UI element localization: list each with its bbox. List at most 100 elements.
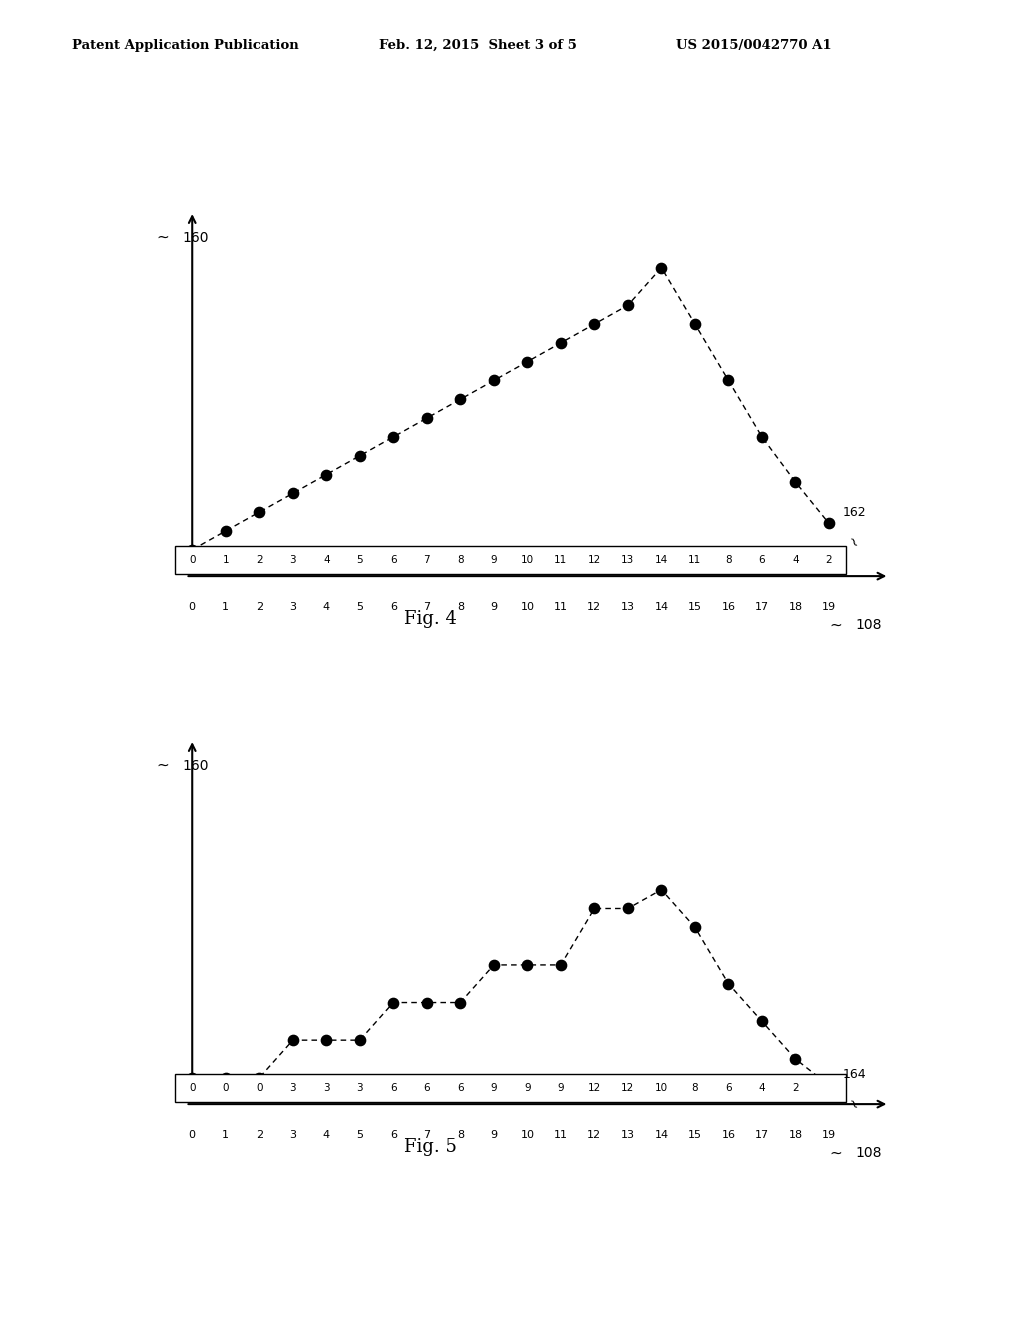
Point: [351, 1030, 368, 1051]
Text: Feb. 12, 2015  Sheet 3 of 5: Feb. 12, 2015 Sheet 3 of 5: [379, 38, 577, 51]
Point: [251, 502, 267, 523]
Point: [419, 408, 435, 429]
Text: 3: 3: [290, 1084, 296, 1093]
Text: ∼: ∼: [844, 533, 861, 550]
Text: 18: 18: [788, 1130, 803, 1140]
Point: [485, 954, 502, 975]
Point: [787, 471, 804, 492]
Point: [184, 1067, 201, 1088]
Text: 3: 3: [290, 556, 296, 565]
Text: 2: 2: [256, 1130, 263, 1140]
Text: ∼: ∼: [156, 758, 169, 774]
Point: [519, 954, 536, 975]
Text: ∼: ∼: [844, 1096, 861, 1113]
Text: 5: 5: [356, 556, 364, 565]
Text: 160: 160: [182, 759, 209, 772]
Text: 13: 13: [621, 1130, 635, 1140]
Bar: [175, 1074, 846, 1102]
Text: 16: 16: [722, 602, 735, 612]
Text: 6: 6: [424, 1084, 430, 1093]
Text: 6: 6: [759, 556, 765, 565]
Text: 6: 6: [390, 602, 397, 612]
Text: 14: 14: [654, 1130, 669, 1140]
Text: 164: 164: [843, 1068, 866, 1081]
Text: 162: 162: [843, 506, 866, 519]
Text: 12: 12: [588, 1130, 601, 1140]
Text: 0: 0: [222, 1084, 229, 1093]
Point: [217, 520, 233, 541]
Text: 6: 6: [390, 1130, 397, 1140]
Text: 2: 2: [256, 602, 263, 612]
Point: [184, 539, 201, 560]
Text: 10: 10: [520, 602, 535, 612]
Text: 2: 2: [256, 556, 262, 565]
Text: 1: 1: [222, 1130, 229, 1140]
Point: [553, 333, 569, 354]
Text: 7: 7: [424, 556, 430, 565]
Text: ∼: ∼: [829, 1146, 842, 1160]
Text: 17: 17: [755, 1130, 769, 1140]
Point: [687, 313, 703, 334]
Point: [519, 351, 536, 372]
Point: [285, 1030, 301, 1051]
Text: 8: 8: [725, 556, 732, 565]
Point: [351, 445, 368, 466]
Point: [318, 463, 335, 484]
Text: 108: 108: [856, 618, 883, 632]
Point: [385, 426, 401, 447]
Text: 14: 14: [654, 602, 669, 612]
Text: 10: 10: [520, 1130, 535, 1140]
Text: 15: 15: [688, 602, 701, 612]
Point: [453, 388, 469, 409]
Point: [687, 916, 703, 937]
Point: [285, 483, 301, 504]
Text: 8: 8: [691, 1084, 698, 1093]
Text: 11: 11: [554, 602, 568, 612]
Text: 0: 0: [188, 1130, 196, 1140]
Text: 11: 11: [554, 1130, 568, 1140]
Text: 160: 160: [182, 231, 209, 244]
Point: [754, 426, 770, 447]
Text: 8: 8: [457, 602, 464, 612]
Text: 17: 17: [755, 602, 769, 612]
Text: 5: 5: [356, 602, 364, 612]
Text: 7: 7: [423, 602, 430, 612]
Text: Fig. 5: Fig. 5: [403, 1138, 457, 1156]
Text: 2: 2: [793, 1084, 799, 1093]
Text: 3: 3: [356, 1084, 364, 1093]
Text: 6: 6: [390, 556, 396, 565]
Text: 12: 12: [588, 602, 601, 612]
Text: ∼: ∼: [156, 230, 169, 246]
Text: 5: 5: [356, 1130, 364, 1140]
Point: [720, 973, 736, 994]
Text: 8: 8: [457, 556, 464, 565]
Point: [620, 294, 636, 315]
Text: 15: 15: [688, 1130, 701, 1140]
Point: [586, 313, 602, 334]
Text: 3: 3: [289, 1130, 296, 1140]
Text: 0: 0: [188, 602, 196, 612]
Text: 9: 9: [524, 1084, 530, 1093]
Text: 2: 2: [825, 556, 833, 565]
Text: 12: 12: [588, 556, 601, 565]
Text: US 2015/0042770 A1: US 2015/0042770 A1: [676, 38, 831, 51]
Text: Patent Application Publication: Patent Application Publication: [72, 38, 298, 51]
Text: 3: 3: [323, 1084, 330, 1093]
Point: [787, 1048, 804, 1069]
Text: 1: 1: [222, 602, 229, 612]
Text: 0: 0: [189, 1084, 196, 1093]
Text: 0: 0: [189, 556, 196, 565]
Point: [385, 993, 401, 1014]
Text: 108: 108: [856, 1146, 883, 1160]
Text: 6: 6: [725, 1084, 732, 1093]
Text: 4: 4: [759, 1084, 765, 1093]
Text: 4: 4: [323, 1130, 330, 1140]
Text: ∼: ∼: [829, 618, 842, 632]
Text: 13: 13: [622, 556, 635, 565]
Point: [553, 954, 569, 975]
Point: [217, 1067, 233, 1088]
Point: [754, 1011, 770, 1032]
Point: [821, 1074, 838, 1096]
Point: [318, 1030, 335, 1051]
Text: 10: 10: [655, 1084, 668, 1093]
